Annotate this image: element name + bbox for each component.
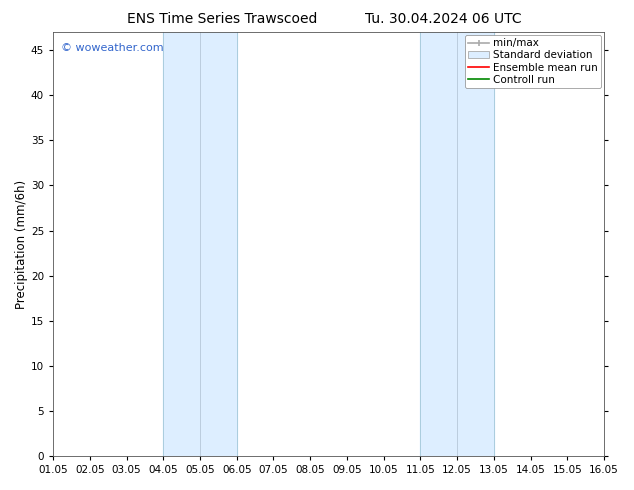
Y-axis label: Precipitation (mm/6h): Precipitation (mm/6h) xyxy=(15,179,28,309)
Text: © woweather.com: © woweather.com xyxy=(61,43,164,53)
Text: Tu. 30.04.2024 06 UTC: Tu. 30.04.2024 06 UTC xyxy=(365,12,522,26)
Bar xyxy=(420,32,494,456)
Bar xyxy=(164,32,236,456)
Legend: min/max, Standard deviation, Ensemble mean run, Controll run: min/max, Standard deviation, Ensemble me… xyxy=(465,35,601,88)
Text: ENS Time Series Trawscoed: ENS Time Series Trawscoed xyxy=(127,12,317,26)
